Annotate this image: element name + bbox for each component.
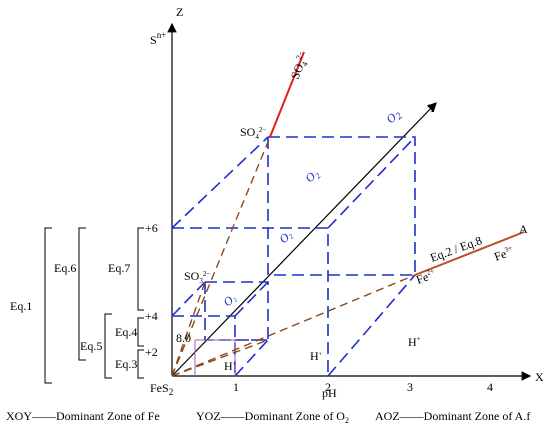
small-cube (171, 281, 269, 377)
caption: XOY——Dominant Zone of Fe YOZ——Dominant Zo… (6, 409, 530, 425)
eq-label: Eq.5 (80, 339, 102, 353)
brackets (44, 227, 144, 384)
big-cube (171, 136, 416, 377)
eq-label: Eq.4 (115, 325, 137, 339)
eq-label: Eq.1 (10, 299, 32, 313)
z-tick: +6 (145, 221, 158, 235)
x-tick: 1 (233, 380, 239, 394)
fe-line (414, 231, 525, 276)
fe2-label: Fe2+ (414, 267, 437, 287)
cube-edges (171, 136, 416, 377)
o2-label: O2 (276, 227, 296, 247)
eq-label: Eq.7 (108, 261, 130, 275)
axes (167, 22, 532, 381)
h-plus: H+ (224, 359, 237, 373)
origin-label: FeS2 (150, 381, 173, 397)
x-tick: 3 (407, 380, 413, 394)
x-label: X (535, 370, 544, 384)
s-label: Sn+ (150, 30, 166, 47)
small-value: 8.0 (176, 331, 191, 345)
fe3-label: Fe3+ (492, 244, 515, 264)
x-tick: 2 (325, 380, 331, 394)
so3-label: SO32− (184, 269, 210, 285)
x-tick: 4 (487, 380, 493, 394)
so4-label: SO42− (240, 125, 266, 141)
z-tick: +2 (145, 345, 158, 359)
so4-line (269, 51, 305, 138)
eq-2-8-label: Eq.2 / Eq.8 (428, 233, 484, 265)
o2-label: O2 (220, 291, 239, 310)
inner-box (194, 339, 236, 376)
y-label: Y (428, 101, 437, 115)
h-plus: H+ (408, 335, 421, 349)
y-axis (171, 102, 437, 377)
a-label: A (519, 222, 528, 236)
z-tick: +4 (145, 309, 158, 323)
o2-label: O2 (383, 107, 405, 129)
h-plus: H+ (310, 349, 323, 363)
eq-label: Eq.6 (54, 261, 76, 275)
x-title: pH (322, 386, 337, 400)
cube-edges (171, 281, 269, 377)
eq-label: Eq.3 (115, 357, 137, 371)
so4-top-label: SO42− (287, 49, 313, 82)
z-label: Z (176, 5, 183, 19)
o2-label: O2 (302, 166, 322, 186)
lines (171, 51, 525, 377)
